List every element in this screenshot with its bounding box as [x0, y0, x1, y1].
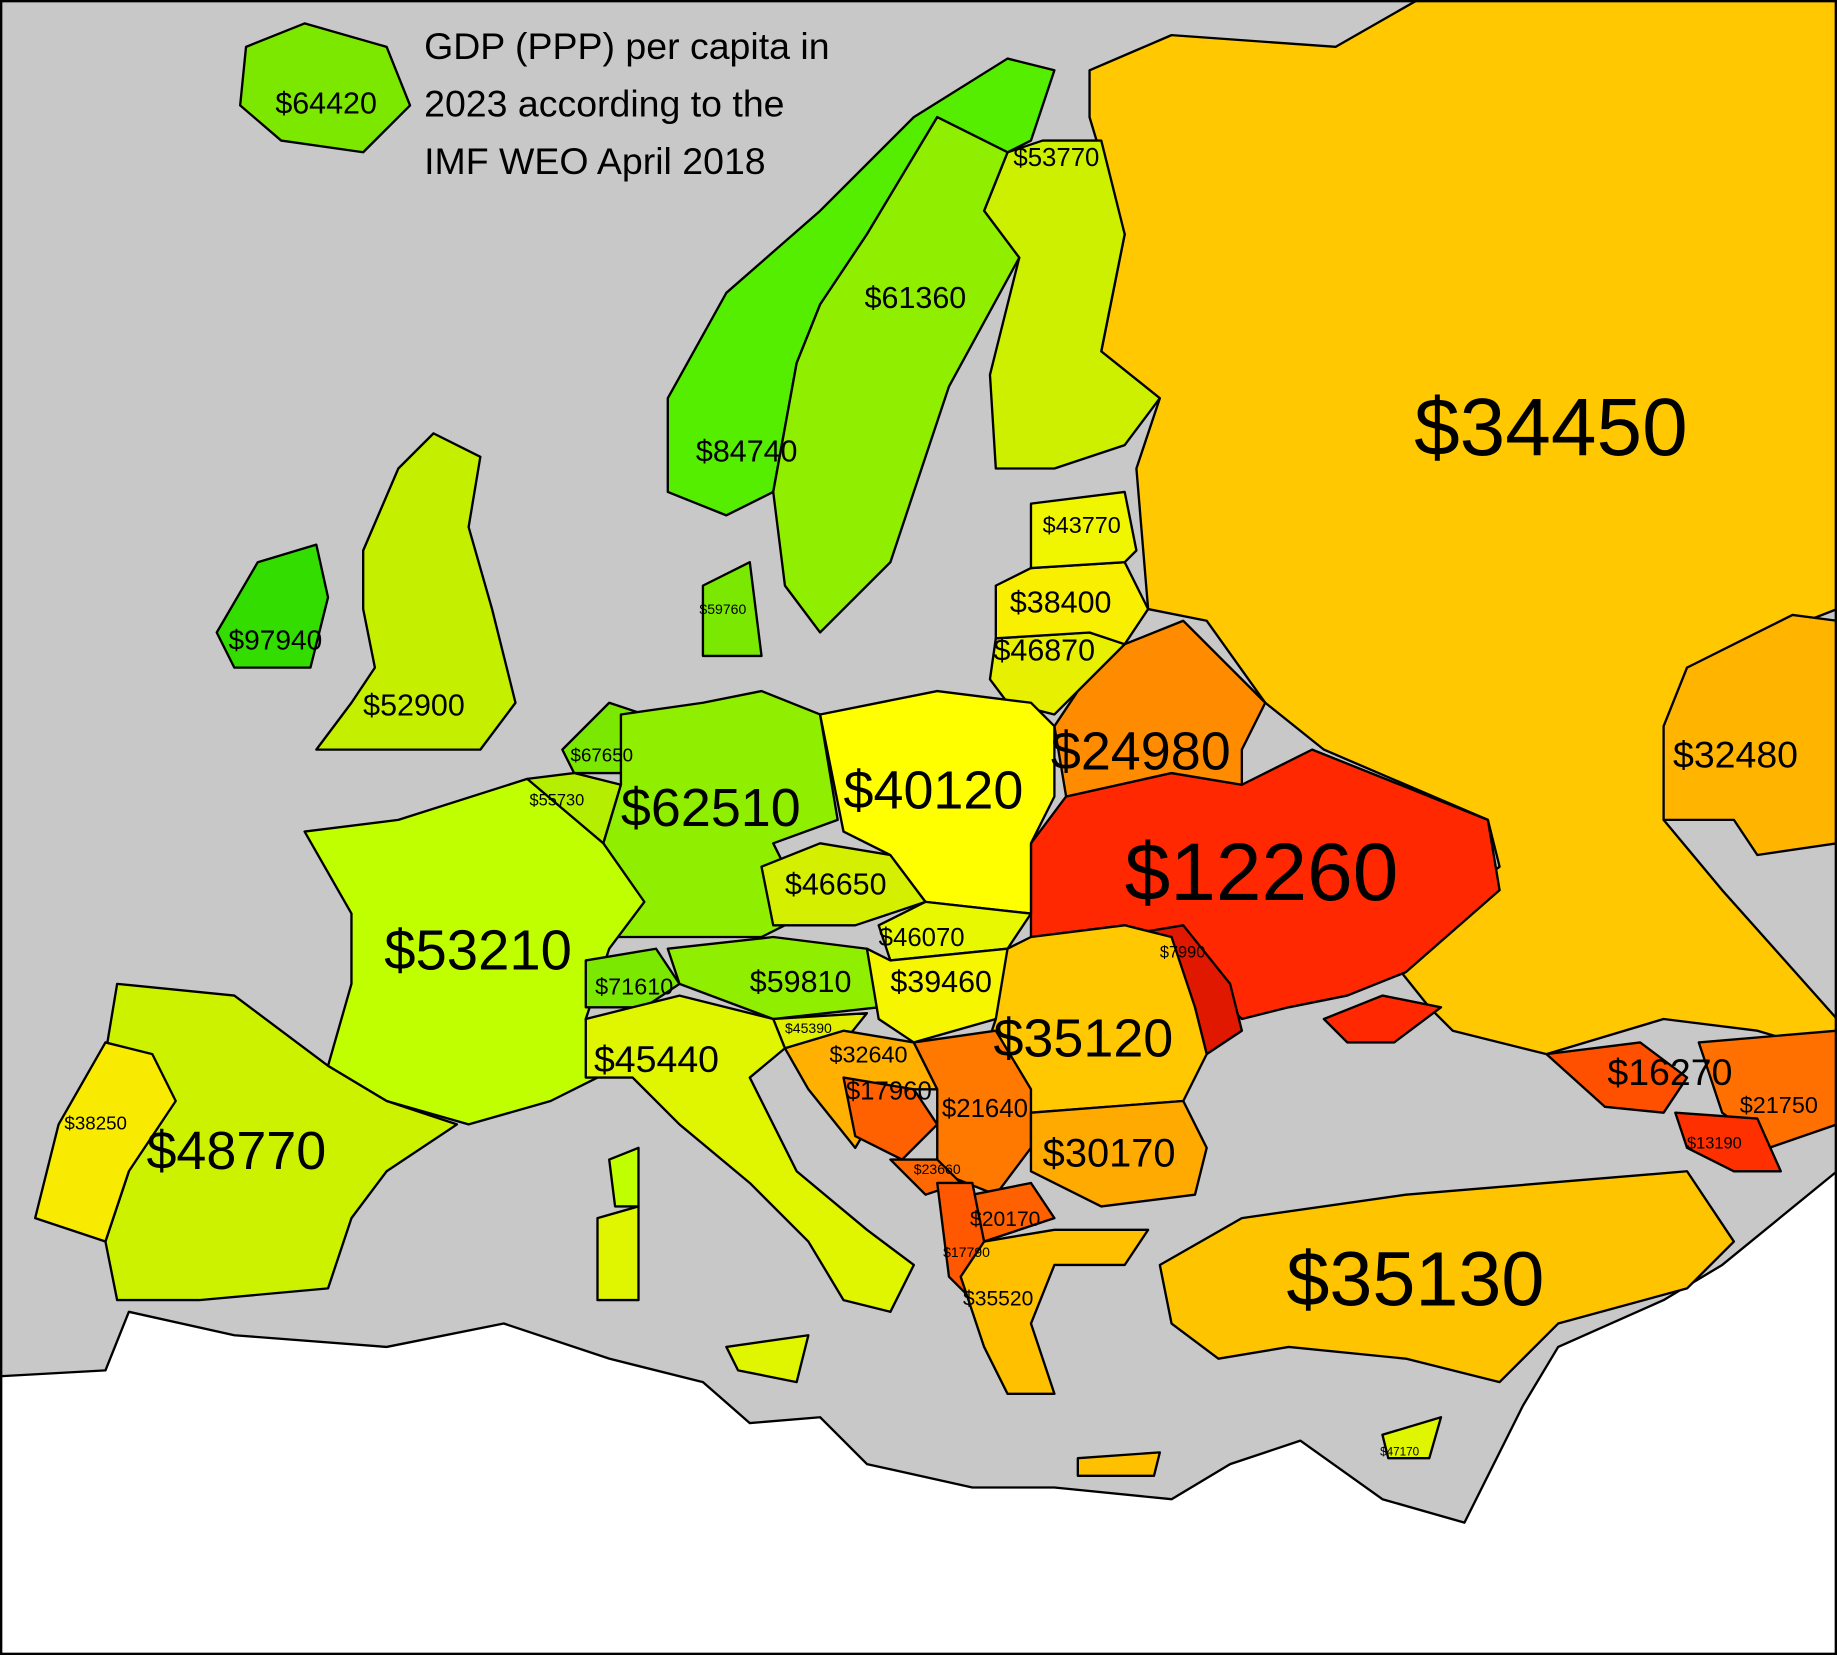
- value-label: $34450: [1414, 382, 1688, 473]
- country: [701, 561, 763, 658]
- value-label: $55730: [530, 791, 585, 809]
- value-label: $43770: [1043, 512, 1121, 538]
- country: [772, 115, 1021, 634]
- country: [1381, 1416, 1443, 1460]
- country: [877, 900, 1033, 962]
- value-label: $52900: [363, 688, 465, 722]
- value-label: $21640: [942, 1095, 1028, 1123]
- value-label: $21750: [1740, 1092, 1818, 1118]
- value-label: $35120: [993, 1009, 1173, 1069]
- value-label: $97940: [228, 624, 322, 655]
- value-label: $46870: [993, 633, 1095, 667]
- country: [1322, 994, 1443, 1044]
- value-label: $59810: [750, 965, 852, 999]
- country: [725, 1334, 810, 1384]
- value-label: $61360: [865, 281, 967, 315]
- country: [584, 947, 681, 1009]
- value-label: $48770: [146, 1121, 326, 1181]
- country: [1662, 613, 1837, 857]
- country: [1674, 1111, 1782, 1173]
- country: [215, 543, 330, 669]
- value-label: $71610: [595, 974, 673, 1000]
- country: [842, 1076, 939, 1161]
- country: [1158, 1170, 1736, 1384]
- country: [1088, 0, 1837, 1056]
- country: [959, 1228, 1150, 1395]
- country: [315, 432, 517, 751]
- value-labels: $64420 $53770 $61360 $84740 $34450 $43770 $384…: [64, 86, 1817, 1458]
- value-label: $45440: [594, 1038, 719, 1080]
- title-line: 2023 according to the: [424, 82, 784, 124]
- value-label: $35130: [1286, 1236, 1544, 1322]
- value-label: $32480: [1673, 734, 1798, 776]
- country: [584, 994, 915, 1313]
- title-line: IMF WEO April 2018: [424, 140, 766, 182]
- country: [238, 22, 412, 154]
- value-label: $47170: [1380, 1445, 1420, 1458]
- country: [33, 1041, 177, 1243]
- value-label: $45390: [785, 1020, 832, 1036]
- value-label: $46650: [785, 868, 887, 902]
- title-line: GDP (PPP) per capita in: [424, 25, 829, 67]
- country: [1029, 490, 1138, 570]
- value-label: $30170: [1043, 1132, 1176, 1176]
- value-label: $32640: [829, 1042, 907, 1068]
- country: [818, 689, 1056, 915]
- value-label: $16270: [1607, 1051, 1732, 1093]
- value-label: $7990: [1160, 944, 1206, 962]
- value-label: $24980: [1051, 722, 1231, 782]
- value-label: $12260: [1125, 827, 1399, 918]
- value-label: $59760: [699, 601, 746, 617]
- value-label: $13190: [1687, 1135, 1742, 1153]
- value-label: $35520: [963, 1288, 1033, 1311]
- value-label: $84740: [696, 434, 798, 468]
- value-label: $67650: [571, 745, 634, 766]
- value-label: $39460: [890, 965, 992, 999]
- value-label: $38400: [1010, 585, 1112, 619]
- value-label: $64420: [275, 86, 377, 120]
- value-label: $53770: [1013, 144, 1099, 172]
- value-label: $23660: [914, 1161, 961, 1177]
- country: [1029, 1099, 1208, 1208]
- value-label: $20170: [970, 1208, 1040, 1231]
- country: [596, 1205, 640, 1302]
- country: [1076, 1451, 1162, 1477]
- value-label: $53210: [384, 918, 572, 981]
- country: [608, 1146, 640, 1208]
- value-label: $17790: [943, 1244, 990, 1260]
- value-label: $17960: [846, 1078, 932, 1106]
- value-label: $40120: [844, 760, 1024, 820]
- value-label: $62510: [621, 778, 801, 838]
- country: [912, 1029, 1033, 1196]
- value-label: $46070: [879, 924, 965, 952]
- country: [1545, 1041, 1689, 1114]
- value-label: $38250: [64, 1112, 127, 1133]
- country: [0, 1170, 1837, 1655]
